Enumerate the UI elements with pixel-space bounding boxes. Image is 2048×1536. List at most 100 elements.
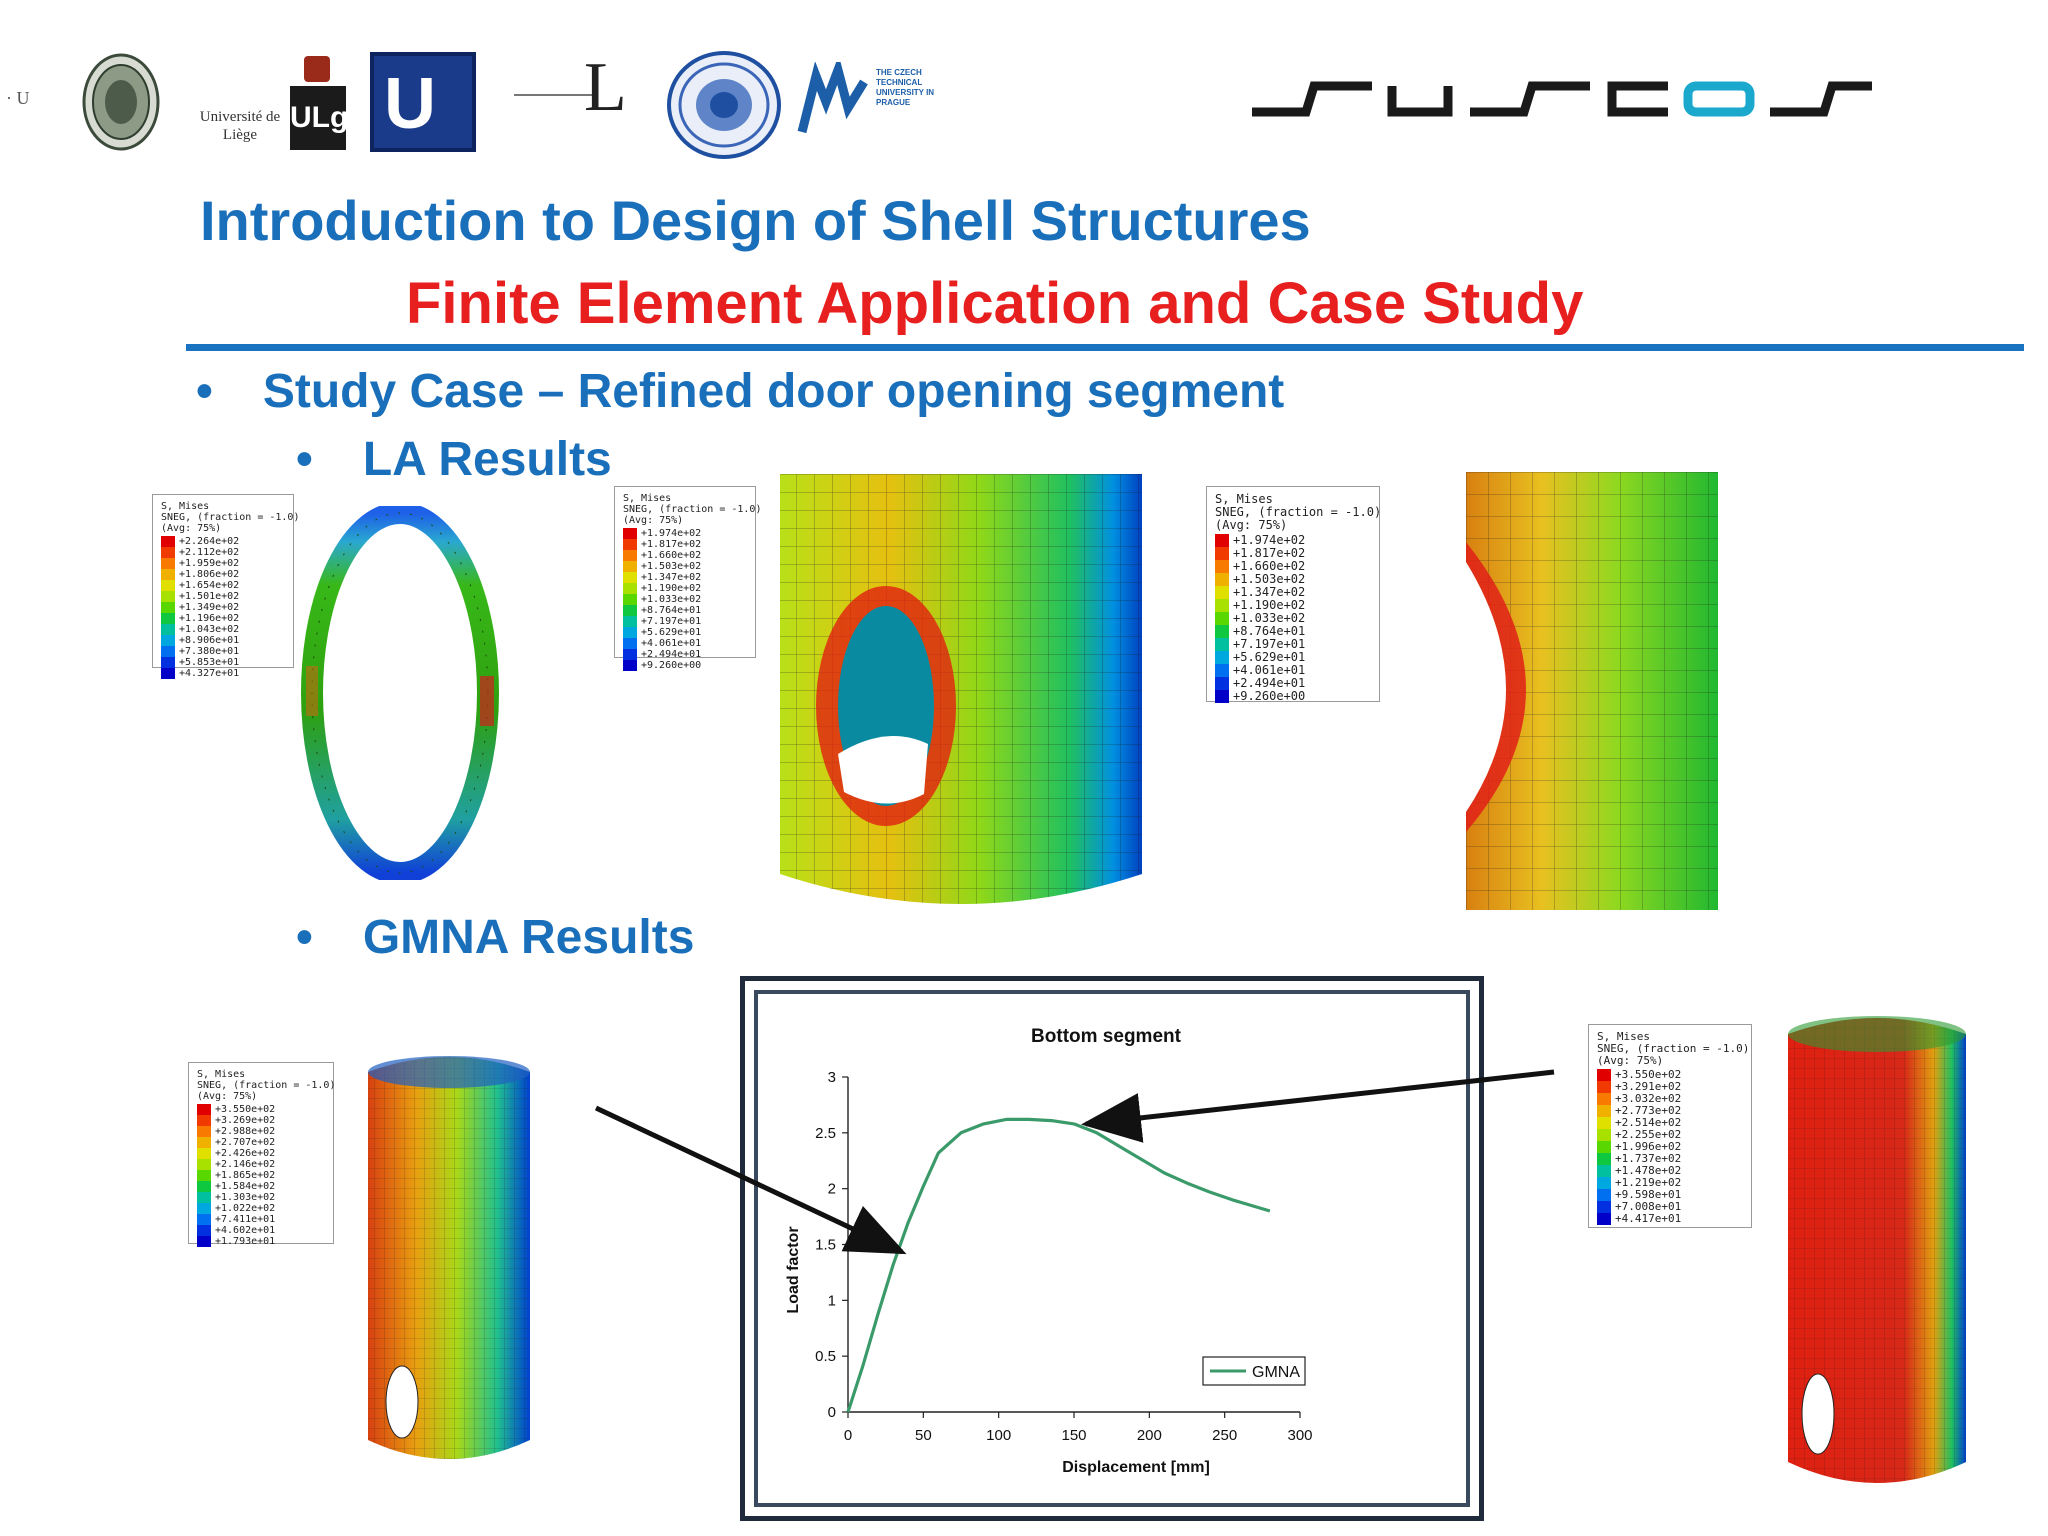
la-cylinder-model [780,474,1142,904]
legend-color-swatch [1597,1177,1611,1189]
bullet-dot: • [296,433,313,486]
legend-color-swatch [197,1192,211,1203]
legend-color-swatch [1215,612,1229,625]
legend-color-swatch [623,627,637,638]
legend-color-swatch [1597,1105,1611,1117]
legend-color-swatch [161,646,175,657]
legend-color-swatch [1215,560,1229,573]
legend-values: +3.550e+02 +3.291e+02 +3.032e+02 +2.773e… [1615,1068,1682,1225]
gmna-right-model [1788,1016,1966,1483]
legend-la-ring: S, Mises SNEG, (fraction = -1.0) (Avg: 7… [152,494,300,679]
y-tick-label: 0.5 [815,1348,836,1365]
legend-gmna-right: S, Mises SNEG, (fraction = -1.0) (Avg: 7… [1588,1024,1752,1228]
legend-color-swatch [1597,1069,1611,1081]
legend-color-swatch [161,558,175,569]
universite-de-liege-logo: Université de Liège [199,109,281,143]
legend-color-swatch [197,1159,211,1170]
legend-color-swatch [197,1115,211,1126]
legend-color-bar [623,528,637,671]
legend-values: +3.550e+02 +3.269e+02 +2.988e+02 +2.707e… [215,1104,276,1247]
legend-color-swatch [623,528,637,539]
x-tick-label: 200 [1137,1427,1162,1444]
bullet-la-results-text: LA Results [362,433,612,486]
bullet-study-case: • Study Case – Refined door opening segme… [196,364,1284,419]
legend-color-bar [1215,534,1229,703]
legend-color-swatch [1597,1153,1611,1165]
page-title: Introduction to Design of Shell Structur… [200,189,1311,252]
x-tick-label: 50 [915,1427,932,1444]
legend-color-swatch [1215,638,1229,651]
y-tick-label: 0 [828,1404,836,1421]
bullet-gmna-results-text: GMNA Results [362,911,695,964]
legend-color-swatch [161,635,175,646]
u-logo: U [370,52,476,152]
legend-color-swatch [197,1214,211,1225]
bullet-study-case-text: Study Case – Refined door opening segmen… [262,365,1285,418]
legend-color-swatch [1215,651,1229,664]
legend-color-bar [1597,1069,1611,1225]
x-tick-label: 250 [1212,1427,1237,1444]
legend-color-swatch [623,660,637,671]
legend-color-swatch [197,1225,211,1236]
czech-technical-university-logo: THE CZECH TECHNICAL UNIVERSITY IN PRAGUE [796,62,946,138]
y-tick-label: 2.5 [815,1125,836,1142]
legend-color-swatch [1597,1165,1611,1177]
bullet-dot: • [296,911,313,964]
legend-values: +2.264e+02 +2.112e+02 +1.959e+02 +1.806e… [179,536,240,679]
legend-color-swatch [1597,1213,1611,1225]
la-detail-model [1466,472,1718,910]
legend-color-swatch [1597,1081,1611,1093]
legend-color-swatch [161,591,175,602]
bullet-dot: • [196,365,213,418]
x-tick-label: 0 [844,1427,852,1444]
legend-header: S, Mises SNEG, (fraction = -1.0) (Avg: 7… [161,501,300,534]
legend-color-swatch [1597,1093,1611,1105]
ulg-logo: ULg [290,56,348,152]
legend-gmna-left: S, Mises SNEG, (fraction = -1.0) (Avg: 7… [188,1062,336,1247]
bullet-gmna-results: • GMNA Results [296,910,694,965]
legend-color-bar [197,1104,211,1247]
legend-color-swatch [1597,1189,1611,1201]
y-axis-label: Load factor [785,1226,802,1313]
bullet-la-results: • LA Results [296,432,612,487]
legend-color-bar [161,536,175,679]
chart-frame: Bottom segment Displacement [mm] Load fa… [740,976,1484,1521]
legend-la-cylinder: S, Mises SNEG, (fraction = -1.0) (Avg: 7… [614,486,762,671]
legend-values: +1.974e+02 +1.817e+02 +1.660e+02 +1.503e… [641,528,702,671]
legend-color-swatch [197,1104,211,1115]
legend-color-swatch [1597,1129,1611,1141]
seal-logo-1 [82,53,160,151]
legend-color-swatch [623,594,637,605]
y-tick-label: 1 [828,1292,836,1309]
legend-color-swatch [623,539,637,550]
legend-header: S, Mises SNEG, (fraction = -1.0) (Avg: 7… [1597,1030,1750,1067]
legend-header: S, Mises SNEG, (fraction = -1.0) (Avg: 7… [623,493,762,526]
legend-color-swatch [161,547,175,558]
legend-color-swatch [161,668,175,679]
legend-color-swatch [623,649,637,660]
x-tick-label: 100 [986,1427,1011,1444]
legend-color-swatch [161,569,175,580]
legend-color-swatch [1597,1117,1611,1129]
legend-color-swatch [197,1137,211,1148]
legend-color-swatch [623,561,637,572]
l-logo: L [514,49,640,126]
legend-color-swatch [1215,677,1229,690]
legend-color-swatch [623,583,637,594]
legend-color-swatch [1215,573,1229,586]
legend-color-swatch [1215,547,1229,560]
legend-color-swatch [623,638,637,649]
seal-logo-2 [667,51,781,159]
legend-color-swatch [161,536,175,547]
legend-color-swatch [161,602,175,613]
legend-values: +1.974e+02 +1.817e+02 +1.660e+02 +1.503e… [1233,533,1306,703]
legend-la-detail: S, Mises SNEG, (fraction = -1.0) (Avg: 7… [1206,486,1381,703]
legend-color-swatch [623,605,637,616]
legend-color-swatch [197,1181,211,1192]
page-subtitle: Finite Element Application and Case Stud… [406,271,1584,336]
legend-color-swatch [623,550,637,561]
legend-header: S, Mises SNEG, (fraction = -1.0) (Avg: 7… [197,1069,336,1102]
u-fragment-logo: · U [6,88,30,108]
legend-color-swatch [1597,1141,1611,1153]
chart-inner-frame: Bottom segment Displacement [mm] Load fa… [754,990,1470,1507]
